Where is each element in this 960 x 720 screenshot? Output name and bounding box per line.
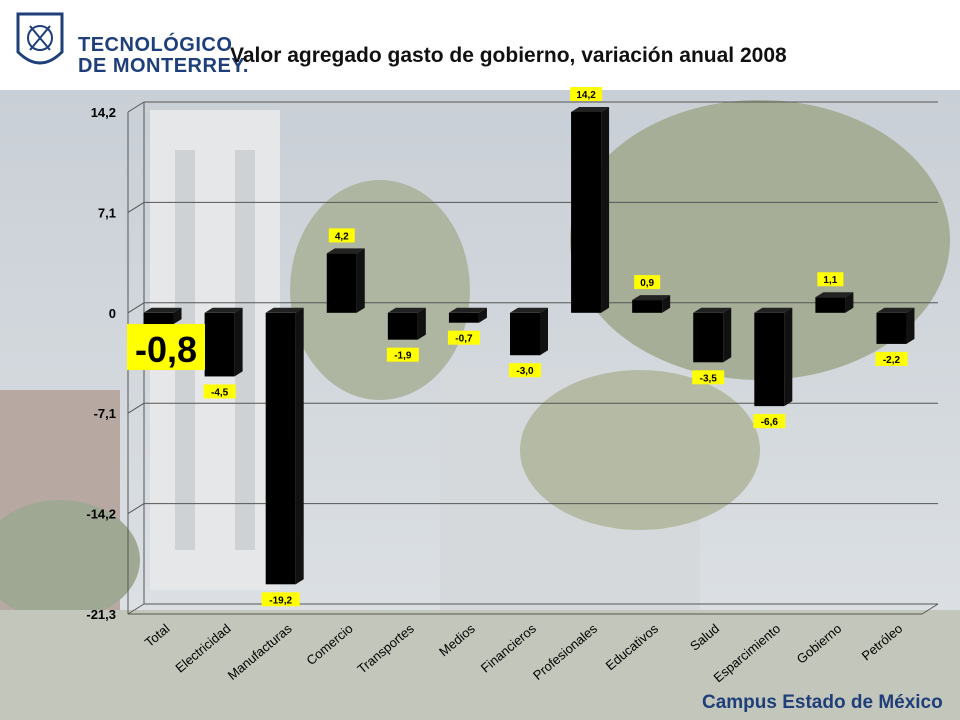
category-label: Gobierno — [794, 621, 845, 667]
value-label-box — [817, 272, 844, 287]
y-tick-label: 0 — [109, 306, 116, 321]
bar-front — [204, 312, 235, 377]
category-label: Comercio — [303, 621, 355, 668]
bar-front — [876, 312, 907, 344]
highlight-value-label: -0,8 — [135, 329, 197, 370]
value-label: -3,5 — [700, 373, 718, 384]
bar-side — [906, 307, 915, 344]
bar-front — [571, 112, 602, 313]
bar-side — [540, 307, 548, 356]
value-label-box — [447, 330, 480, 345]
bar-front — [632, 300, 663, 313]
y-tick-label: -21,3 — [86, 607, 116, 622]
bar-top — [754, 307, 793, 313]
bar-side — [478, 307, 487, 323]
bar-top — [693, 307, 732, 313]
value-label-box — [386, 347, 419, 362]
category-label: Total — [142, 621, 173, 650]
category-label: Medios — [436, 620, 478, 659]
bar-side — [234, 307, 243, 377]
y-tick-label: -7,1 — [94, 406, 116, 421]
value-label: -1,9 — [394, 351, 412, 362]
bar-front — [510, 312, 540, 356]
bar-front — [326, 253, 357, 313]
value-label-box — [261, 592, 300, 607]
value-label: 4,2 — [335, 231, 349, 242]
value-label: -6,6 — [761, 417, 779, 428]
gridline-depth — [127, 101, 145, 113]
bar-side — [723, 307, 732, 363]
category-label: Educativos — [603, 620, 662, 673]
category-label: Electricidad — [172, 621, 233, 676]
value-label: -3,0 — [516, 366, 534, 377]
bar-side — [173, 307, 182, 325]
logo-text-line1: TECNOLÓGICO — [78, 34, 233, 56]
bar-front — [143, 312, 174, 325]
bar-side — [601, 107, 610, 313]
gridline-depth — [127, 603, 145, 615]
bar-top — [876, 307, 915, 313]
bar-top — [815, 292, 854, 298]
y-tick-label: 7,1 — [98, 205, 116, 220]
bar-top — [448, 307, 487, 313]
bar-side — [417, 307, 426, 340]
value-label-box — [692, 370, 725, 385]
bar-top — [326, 248, 365, 254]
campus-background-photo — [0, 90, 960, 720]
value-label: 0,9 — [640, 278, 654, 289]
value-label-box — [328, 228, 355, 243]
category-label: Salud — [687, 621, 722, 654]
bar-top — [387, 307, 426, 313]
gridline-depth — [127, 402, 145, 414]
bar-side — [295, 307, 304, 585]
bar-front — [815, 297, 846, 313]
category-label: Profesionales — [530, 620, 600, 682]
value-label: 1,1 — [823, 275, 837, 286]
category-label: Petróleo — [859, 621, 906, 664]
y-tick-label: 14,2 — [91, 105, 116, 120]
value-label: -0,7 — [455, 334, 473, 345]
value-label: -4,5 — [211, 387, 229, 398]
value-label: -2,2 — [883, 355, 901, 366]
bar-side — [356, 248, 365, 313]
bar-top — [571, 107, 610, 112]
value-label-box — [509, 363, 541, 378]
value-label-box — [203, 384, 236, 399]
bar-side — [662, 295, 671, 313]
chart-title: Valor agregado gasto de gobierno, variac… — [230, 44, 787, 67]
floor-side-edge — [921, 603, 939, 615]
gridline-depth — [127, 302, 145, 314]
bar-side — [784, 307, 793, 407]
tec-seal-icon — [16, 12, 64, 65]
bar-top — [632, 295, 671, 301]
category-label: Esparcimiento — [710, 621, 783, 685]
logo-text-line2: DE MONTERREY. — [78, 55, 249, 77]
bar-top — [204, 307, 243, 313]
value-label-box — [875, 351, 908, 366]
gridline-depth — [127, 201, 145, 213]
bar-side — [845, 292, 854, 313]
value-label: -19,2 — [269, 595, 292, 606]
value-label: 14,2 — [576, 90, 596, 101]
campus-footer-label: Campus Estado de México — [702, 692, 943, 713]
value-label-box — [634, 275, 661, 290]
value-label-box — [753, 414, 786, 429]
bar-front — [387, 312, 418, 340]
category-label: Financieros — [478, 620, 540, 675]
bar-front — [693, 312, 724, 363]
gridline-depth — [127, 503, 145, 515]
category-label: Manufacturas — [225, 620, 295, 682]
bar-front — [265, 312, 296, 585]
y-tick-label: -14,2 — [86, 507, 116, 522]
highlight-label-box — [127, 324, 205, 370]
bar-top — [143, 307, 182, 313]
value-label-box — [570, 87, 603, 101]
bar-front — [448, 312, 479, 323]
category-label: Transportes — [354, 620, 417, 676]
bar-top — [510, 307, 548, 313]
header-bar: TECNOLÓGICO DE MONTERREY. Valor agregado… — [0, 0, 960, 90]
bar-top — [265, 307, 304, 313]
bar-front — [754, 312, 785, 407]
